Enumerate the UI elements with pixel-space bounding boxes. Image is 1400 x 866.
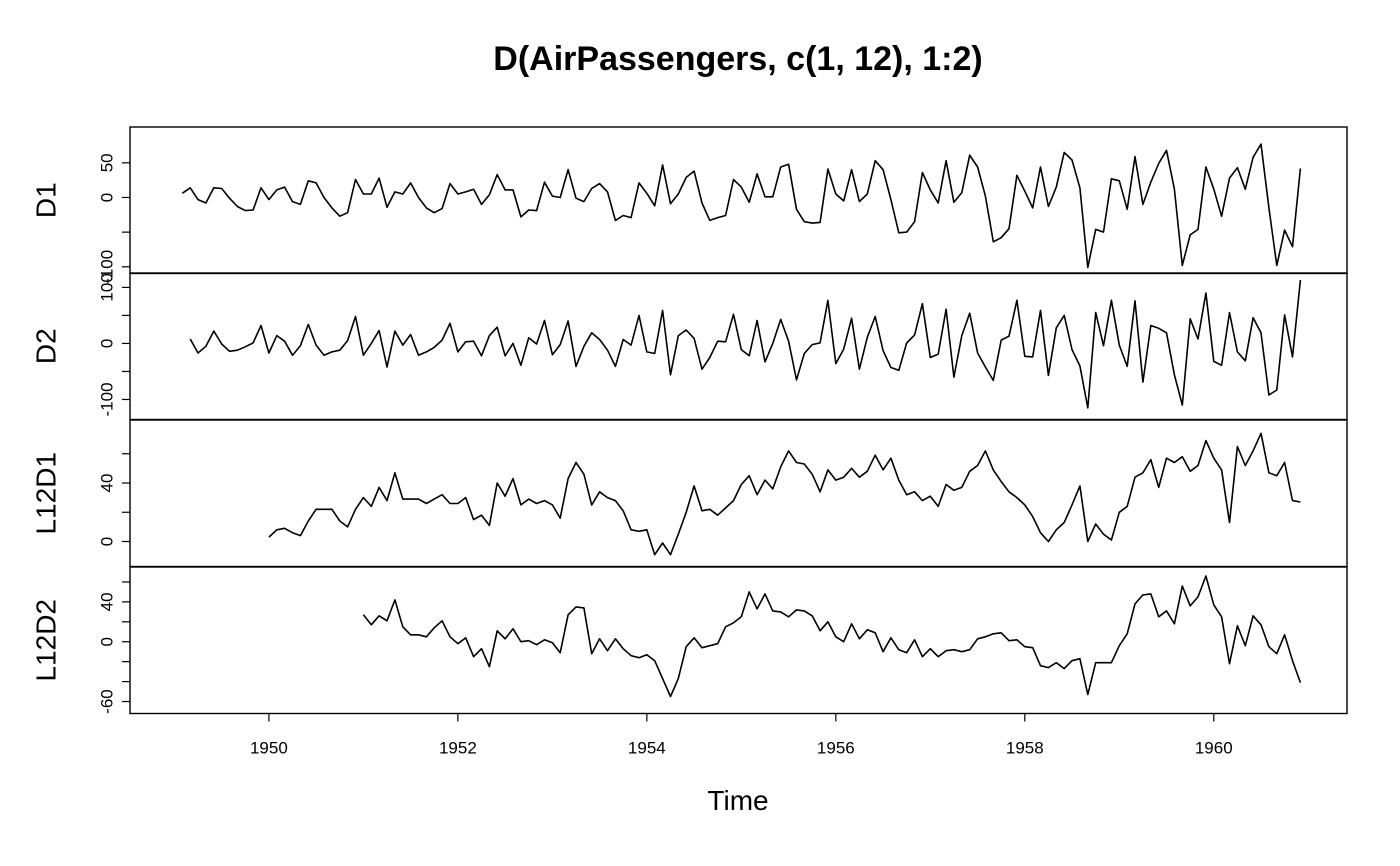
series-line-l12d1 xyxy=(268,432,1301,556)
y-tick-label: 50 xyxy=(97,153,116,172)
x-tick-label: 1956 xyxy=(817,739,855,758)
y-tick-label: 100 xyxy=(97,273,116,301)
y-axis-label-d1: D1 xyxy=(30,182,61,218)
panel-frame xyxy=(129,126,1348,275)
y-tick-label: 0 xyxy=(97,537,116,546)
series-line-d2 xyxy=(189,280,1302,409)
panel-frame xyxy=(129,272,1348,421)
x-tick-label: 1952 xyxy=(439,739,477,758)
y-tick-label: 40 xyxy=(97,592,116,611)
panel-frame xyxy=(129,566,1348,715)
x-tick-label: 1954 xyxy=(628,739,666,758)
y-tick-label: 40 xyxy=(97,474,116,493)
y-axis-label-d2: D2 xyxy=(30,328,61,364)
panel-d1: -100 0 50 D1 xyxy=(30,126,1348,284)
x-tick-label: 1950 xyxy=(250,739,288,758)
x-tick-label: 1958 xyxy=(1006,739,1044,758)
x-axis: 1950 1952 1954 1956 1958 1960 xyxy=(250,713,1233,758)
y-axis-label-l12d2: L12D2 xyxy=(30,599,61,682)
series-line-l12d2 xyxy=(362,575,1302,698)
panels: -100 0 50 D1 -100 0 100 D2 0 40 L12D1 -60 0 40 L12D2 xyxy=(30,126,1348,715)
panel-frame xyxy=(129,419,1348,568)
panel-l12d2: -60 0 40 L12D2 xyxy=(30,566,1348,715)
y-tick-label: -100 xyxy=(97,250,116,284)
y-tick-label: 0 xyxy=(97,637,116,646)
series-line-d1 xyxy=(181,143,1302,269)
y-tick-label: -100 xyxy=(97,382,116,416)
y-axis-label-l12d1: L12D1 xyxy=(30,452,61,535)
panel-l12d1: 0 40 L12D1 xyxy=(30,419,1348,568)
panel-d2: -100 0 100 D2 xyxy=(30,272,1348,421)
y-tick-label: 0 xyxy=(97,193,116,202)
y-tick-label: -60 xyxy=(97,689,116,714)
x-tick-label: 1960 xyxy=(1195,739,1233,758)
x-axis-label: Time xyxy=(707,785,768,816)
y-tick-label: 0 xyxy=(97,339,116,348)
chart-title: D(AirPassengers, c(1, 12), 1:2) xyxy=(493,40,982,78)
